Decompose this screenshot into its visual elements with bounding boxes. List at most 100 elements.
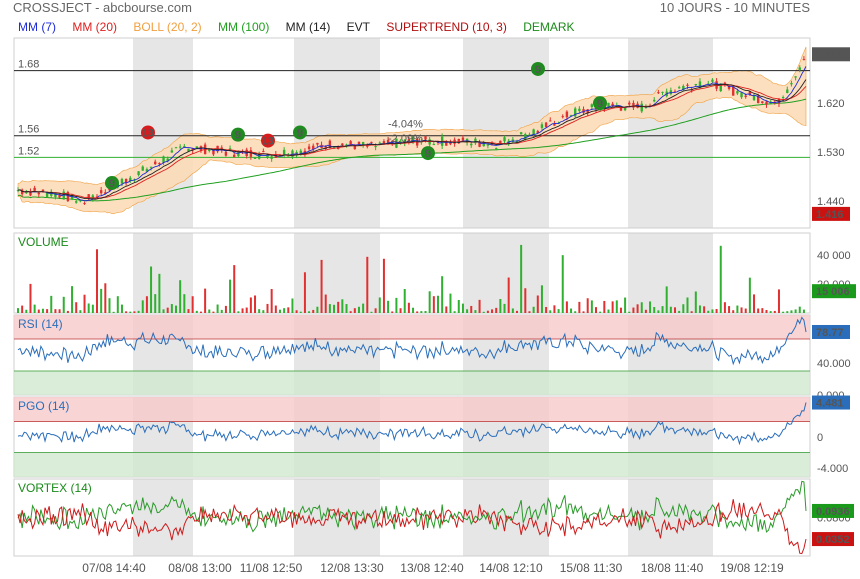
volume-bar <box>682 304 685 313</box>
volume-bar <box>75 302 78 313</box>
panel-frame-vortex <box>13 478 811 557</box>
volume-bar <box>357 306 360 313</box>
volume-bar <box>649 301 652 313</box>
candle-body <box>511 139 515 142</box>
candle-body <box>66 192 70 202</box>
legend-demark[interactable]: DEMARK <box>523 20 575 34</box>
candle-body <box>170 150 174 153</box>
volume-bar <box>212 311 215 313</box>
candle-body <box>644 106 648 108</box>
candle-body <box>586 109 589 114</box>
candle-body <box>83 203 86 205</box>
candle-body <box>50 191 53 196</box>
candle-body <box>149 166 153 168</box>
volume-bar <box>353 308 356 313</box>
candle-body <box>565 111 569 118</box>
volume-bar <box>241 308 244 313</box>
candle-body <box>677 87 681 89</box>
legend-mm20[interactable]: MM (20) <box>72 20 118 34</box>
demark-badge-3: 13 <box>262 136 274 148</box>
candle-body <box>499 140 502 143</box>
candle-body <box>174 147 178 149</box>
volume-bar <box>619 307 622 313</box>
demark-badge-2: 9 <box>235 130 241 142</box>
volume-bar <box>66 310 69 313</box>
volume-bar <box>549 310 552 313</box>
volume-bar <box>669 306 672 313</box>
legend-mm14[interactable]: MM (14) <box>285 20 331 34</box>
candle-body <box>91 195 95 200</box>
volume-bar <box>237 311 240 313</box>
volume-bar <box>79 310 82 313</box>
volume-bar <box>345 304 348 313</box>
legend-mm7[interactable]: MM (7) <box>18 20 56 34</box>
volume-bar <box>145 296 148 313</box>
volume-bar <box>17 308 19 313</box>
candle-body <box>553 123 556 126</box>
candle-body <box>345 144 348 147</box>
vortex-tag-bg <box>812 503 854 518</box>
volume-bar <box>515 310 518 313</box>
volume-bar <box>628 311 631 313</box>
candle-body <box>756 95 760 104</box>
level-label-2: 1.52 <box>18 145 39 157</box>
candle-body <box>740 92 743 98</box>
legend-mm100[interactable]: MM (100) <box>217 20 270 34</box>
volume-bar <box>199 311 202 313</box>
vortex-last-value-1: 0.0352 <box>816 534 850 546</box>
volume-bar <box>420 311 423 313</box>
candle-body <box>99 190 103 194</box>
volume-bar <box>495 307 498 313</box>
candle-body <box>752 95 756 101</box>
volume-bar <box>457 299 460 313</box>
demark-badge-circle <box>293 125 307 140</box>
drawdown-annotation-0: -4.04% <box>388 119 423 131</box>
panel-frame-volume <box>13 232 811 314</box>
candle-body <box>524 133 527 140</box>
legend-supertrend[interactable]: SUPERTREND (10, 3) <box>386 20 507 34</box>
volume-bar <box>258 309 261 313</box>
volume-bar <box>674 307 677 313</box>
volume-bar <box>470 305 473 313</box>
legend-evt[interactable]: EVT <box>346 20 371 34</box>
candle-body <box>154 161 157 165</box>
candle-body <box>632 102 635 108</box>
volume-bar <box>349 311 352 313</box>
candle-body <box>744 95 747 97</box>
candle-body <box>561 116 564 118</box>
candle-body <box>266 154 269 159</box>
volume-bar <box>532 306 535 313</box>
candle-body <box>790 83 793 85</box>
volume-bar <box>141 300 144 313</box>
volume-bar <box>374 308 377 313</box>
candle-body <box>316 142 319 145</box>
volume-bar <box>595 307 598 313</box>
volume-bar <box>769 311 772 313</box>
volume-bar <box>403 288 406 313</box>
candle-body <box>748 91 752 96</box>
volume-bar <box>266 303 269 313</box>
volume-bar <box>777 289 780 313</box>
volume-bar <box>536 295 539 313</box>
candle-body <box>378 142 381 144</box>
mm20-line <box>17 84 807 199</box>
candle-body <box>732 86 735 96</box>
candle-body <box>470 143 473 146</box>
volume-bar <box>707 310 710 313</box>
legend-boll[interactable]: BOLL (20, 2) <box>133 20 202 34</box>
chart-header-title: CROSSJECT - abcbourse.com <box>13 0 192 15</box>
candle-body <box>120 178 124 184</box>
volume-bar <box>328 304 331 313</box>
volume-bar <box>607 309 610 313</box>
candle-body <box>33 187 36 191</box>
volume-bar <box>586 298 589 313</box>
volume-bar <box>553 305 556 313</box>
candle-body <box>195 146 199 149</box>
candle-body <box>54 193 57 198</box>
volume-bar <box>748 277 751 313</box>
volume-bar <box>170 304 173 313</box>
volume-bar <box>378 297 381 313</box>
chart-period-label: 10 JOURS - 10 MINUTES <box>659 0 810 15</box>
candle-body <box>673 91 677 93</box>
volume-bar <box>154 294 157 313</box>
